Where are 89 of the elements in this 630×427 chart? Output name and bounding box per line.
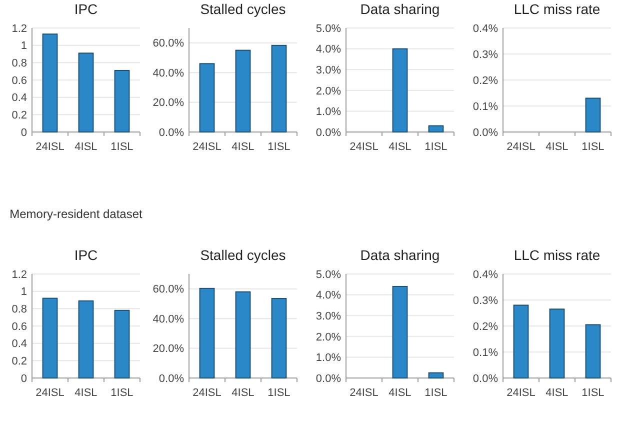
bar <box>585 324 601 378</box>
x-tick-label: 1ISL <box>110 387 134 399</box>
y-tick-label: 0.0% <box>316 372 342 385</box>
y-tick-label: 0.4% <box>472 22 498 35</box>
y-tick-label: 60.0% <box>152 284 184 296</box>
y-tick-label: 0.8 <box>12 58 27 70</box>
y-tick-label: 1.2 <box>12 268 27 281</box>
bar <box>42 34 58 132</box>
y-tick-label: 0.4% <box>472 268 498 281</box>
y-tick-label: 0.0% <box>316 126 342 139</box>
chart-title: LLC miss rate <box>514 1 600 17</box>
y-tick-label: 0.3% <box>472 294 498 307</box>
x-tick-label: 4ISL <box>232 387 254 399</box>
y-tick-label: 40.0% <box>152 67 184 80</box>
y-tick-label: 3.0% <box>316 310 342 322</box>
x-tick-label: 4ISL <box>232 141 254 153</box>
x-tick-label: 1ISL <box>424 141 448 153</box>
bar <box>78 300 94 378</box>
chart-subtitle: Memory-resident dataset <box>10 207 144 221</box>
x-tick-label: 1ISL <box>110 141 134 153</box>
y-tick-label: 0.0% <box>472 372 498 385</box>
y-tick-label: 0.4 <box>12 92 27 104</box>
bar <box>199 63 215 132</box>
y-tick-label: 2.0% <box>316 85 342 98</box>
y-tick-label: 0.3% <box>472 48 498 61</box>
x-tick-label: 24ISL <box>192 387 222 399</box>
y-tick-label: 4.0% <box>316 290 342 302</box>
x-tick-label: 4ISL <box>74 387 98 399</box>
x-tick-label: 24ISL <box>36 387 64 399</box>
y-tick-label: 1 <box>20 40 27 52</box>
y-tick-label: 1.0% <box>316 106 342 118</box>
x-tick-label: 24ISL <box>36 141 64 153</box>
y-tick-label: 4.0% <box>316 44 342 56</box>
chart-title: Data sharing <box>360 247 440 263</box>
y-tick-label: 0 <box>20 126 27 139</box>
x-tick-label: 4ISL <box>388 141 412 153</box>
bar <box>235 50 251 132</box>
y-tick-label: 0.0% <box>472 126 498 139</box>
x-tick-label: 24ISL <box>506 141 536 153</box>
y-tick-label: 0.6 <box>12 74 27 87</box>
bar <box>513 304 529 378</box>
y-tick-label: 5.0% <box>316 268 342 281</box>
x-tick-label: 4ISL <box>388 387 412 399</box>
y-tick-label: 1 <box>20 286 27 298</box>
bar <box>114 70 130 132</box>
bar <box>78 52 94 132</box>
chart-title: Stalled cycles <box>200 1 286 17</box>
chart-title: IPC <box>74 1 98 17</box>
chart-title: IPC <box>74 247 98 263</box>
x-tick-label: 24ISL <box>192 141 222 153</box>
x-tick-label: 1ISL <box>268 387 290 399</box>
y-tick-label: 5.0% <box>316 22 342 35</box>
y-tick-label: 0 <box>20 372 27 385</box>
y-tick-label: 0.8 <box>12 304 27 316</box>
y-tick-label: 20.0% <box>152 97 184 110</box>
y-tick-label: 0.4 <box>12 338 27 350</box>
x-tick-label: 24ISL <box>350 387 378 399</box>
x-tick-label: 1ISL <box>582 141 604 153</box>
y-tick-label: 2.0% <box>316 331 342 344</box>
bar <box>114 310 130 378</box>
bar <box>271 44 287 132</box>
y-tick-label: 40.0% <box>152 313 184 326</box>
y-tick-label: 0.0% <box>158 372 184 385</box>
y-tick-label: 3.0% <box>316 64 342 76</box>
y-tick-label: 60.0% <box>152 38 184 50</box>
y-tick-label: 0.2 <box>12 110 27 122</box>
x-tick-label: 1ISL <box>424 387 448 399</box>
chart-title: Stalled cycles <box>200 247 286 263</box>
y-tick-label: 0.1% <box>472 100 498 113</box>
y-tick-label: 0.1% <box>472 346 498 359</box>
x-tick-label: 4ISL <box>74 141 98 153</box>
x-tick-label: 4ISL <box>546 141 568 153</box>
y-tick-label: 0.2 <box>12 356 27 368</box>
y-tick-label: 0.6 <box>12 320 27 333</box>
chart-title: LLC miss rate <box>514 247 600 263</box>
y-tick-label: 20.0% <box>152 343 184 356</box>
x-tick-label: 1ISL <box>268 141 290 153</box>
y-tick-label: 1.0% <box>316 352 342 364</box>
x-tick-label: 1ISL <box>582 387 604 399</box>
x-tick-label: 24ISL <box>350 141 378 153</box>
chart-title: Data sharing <box>360 1 440 17</box>
bar <box>549 308 565 378</box>
y-tick-label: 0.0% <box>158 126 184 139</box>
bar <box>42 298 58 378</box>
x-tick-label: 24ISL <box>506 387 536 399</box>
y-tick-label: 0.2% <box>472 320 498 333</box>
x-tick-label: 4ISL <box>546 387 568 399</box>
y-tick-label: 1.2 <box>12 22 27 35</box>
y-tick-label: 0.2% <box>472 74 498 87</box>
